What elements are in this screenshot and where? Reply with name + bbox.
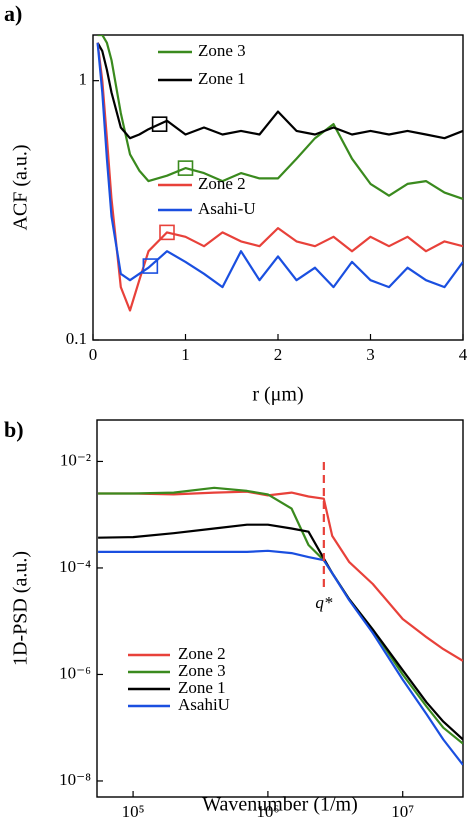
- series-marker: [177, 160, 194, 176]
- plot-area: [98, 486, 463, 766]
- panel: a) r (μm) ACF (a.u.) 0 1 2 3 4 0.1 1 Zone 3 Zone 1 Z…: [4, 1, 468, 406]
- plot-area: [96, 35, 463, 312]
- series-marker: [151, 116, 168, 132]
- q-star-label: q*: [315, 593, 333, 612]
- x-tick-label: 1: [181, 345, 190, 364]
- x-tick-label: 4: [459, 345, 468, 364]
- legend-label: Zone 2: [198, 174, 246, 193]
- plot-frame: [96, 419, 464, 798]
- x-tick-label: 10⁶: [256, 802, 279, 818]
- series-line: [98, 523, 463, 741]
- x-tick-label: 0: [89, 345, 98, 364]
- series-line: [97, 35, 463, 200]
- series-line: [96, 42, 463, 289]
- panel-label: b): [4, 417, 24, 442]
- series-marker: [142, 258, 159, 274]
- legend-label: Zone 1: [178, 678, 226, 697]
- y-tick-label: 10⁻⁶: [59, 663, 91, 682]
- x-axis-label: r (μm): [252, 384, 303, 406]
- series-marker: [159, 224, 175, 241]
- series-line: [96, 42, 463, 140]
- x-tick-label: 3: [366, 345, 375, 364]
- series-line: [98, 490, 463, 662]
- legend-label: Zone 3: [198, 41, 246, 60]
- series-line: [98, 486, 463, 745]
- y-tick-label: 10⁻²: [60, 450, 91, 469]
- x-tick-label: 10⁷: [391, 802, 414, 818]
- series-line: [96, 42, 463, 312]
- y-tick-label: 10⁻⁴: [59, 557, 91, 576]
- y-tick-label: 1: [79, 70, 88, 89]
- y-axis-label: ACF (a.u.): [10, 144, 32, 230]
- legend-label: Zone 1: [198, 69, 246, 88]
- series-line: [98, 549, 463, 766]
- legend-label: Zone 3: [178, 661, 226, 680]
- y-axis-label: 1D-PSD (a.u.): [10, 551, 32, 666]
- y-tick-label: 0.1: [66, 329, 87, 348]
- legend-label: Asahi-U: [198, 199, 256, 218]
- legend-label: Zone 2: [178, 644, 226, 663]
- panel-label: a): [4, 1, 22, 26]
- y-tick-label: 10⁻⁸: [59, 770, 91, 789]
- legend-label: AsahiU: [178, 695, 230, 714]
- x-tick-label: 10⁵: [122, 802, 145, 818]
- x-tick-label: 2: [274, 345, 283, 364]
- plot-frame: [92, 34, 464, 341]
- panel: b) Wavenumber (1/m) 1D-PSD (a.u.) 10⁵ 10⁶ 10⁷…: [4, 417, 464, 818]
- x-axis-label: Wavenumber (1/m): [202, 794, 358, 816]
